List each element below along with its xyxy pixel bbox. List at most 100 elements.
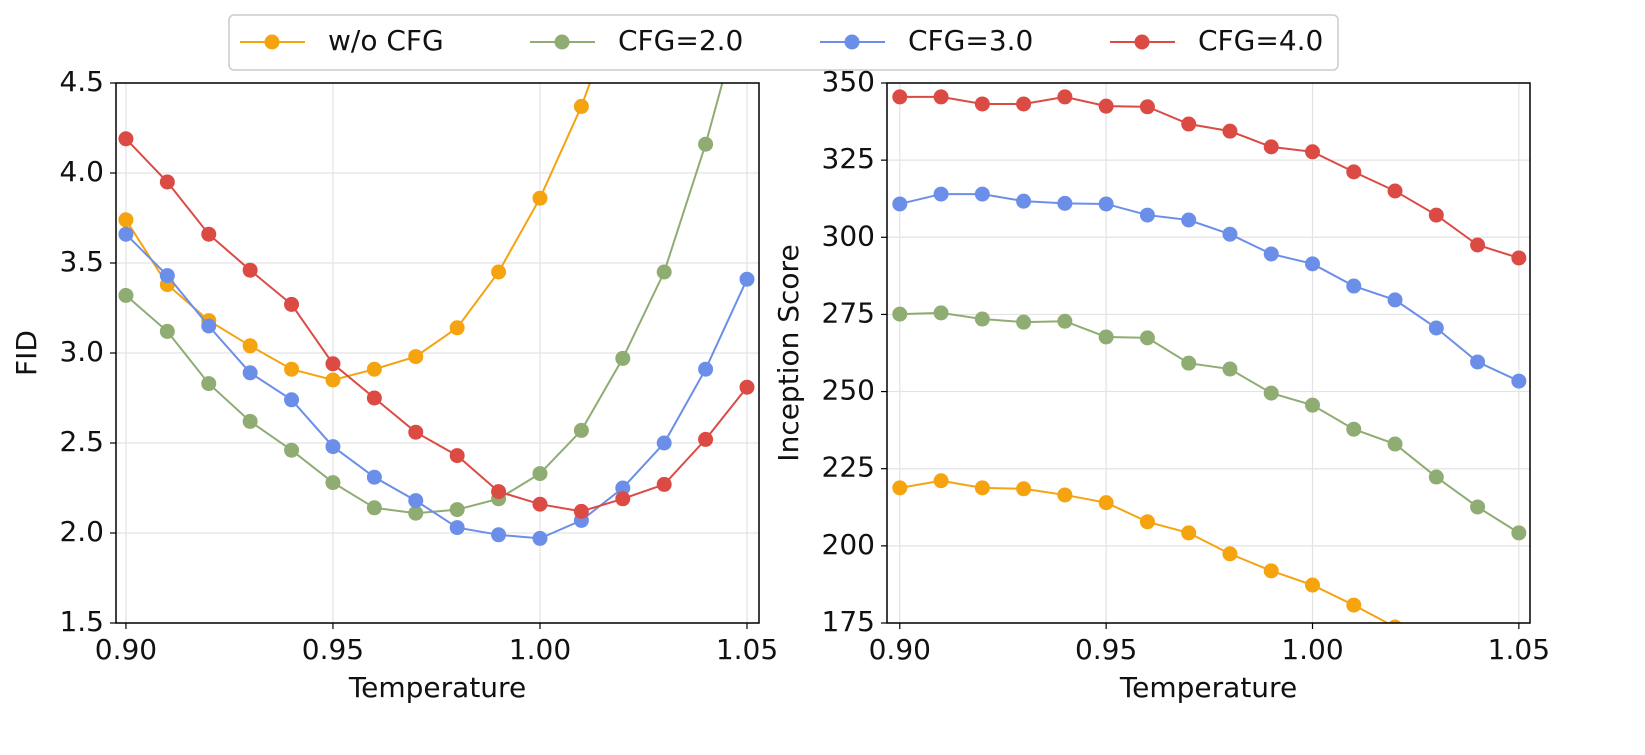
y-tick-label: 200 — [822, 528, 875, 561]
marker — [656, 476, 672, 492]
x-tick-label: 0.90 — [95, 633, 157, 666]
y-tick-label: 300 — [822, 219, 875, 252]
marker — [408, 505, 424, 521]
marker — [325, 475, 341, 491]
marker — [1222, 226, 1238, 242]
marker — [408, 349, 424, 365]
marker — [1016, 314, 1032, 330]
marker — [366, 500, 382, 516]
axes-frame — [115, 82, 760, 624]
legend-label: CFG=3.0 — [908, 24, 1033, 57]
legend-box — [228, 14, 1339, 71]
legend-label: w/o CFG — [328, 24, 444, 57]
marker — [1511, 373, 1527, 389]
marker — [1057, 313, 1073, 329]
y-tick-label: 350 — [822, 65, 875, 98]
marker — [892, 196, 908, 212]
marker — [449, 320, 465, 336]
marker — [284, 296, 300, 312]
marker — [892, 480, 908, 496]
marker — [1346, 164, 1362, 180]
y-tick-label: 250 — [822, 374, 875, 407]
marker — [284, 392, 300, 408]
axes-frame — [886, 82, 1531, 624]
marker — [408, 424, 424, 440]
marker — [1388, 619, 1402, 623]
marker — [1181, 116, 1197, 132]
marker — [1181, 525, 1197, 541]
marker — [201, 226, 217, 242]
series-line — [899, 479, 1390, 623]
x-tick-label: 1.05 — [716, 633, 778, 666]
marker — [974, 480, 990, 496]
marker — [1511, 525, 1527, 541]
marker — [242, 413, 258, 429]
marker — [491, 484, 507, 500]
marker — [933, 305, 949, 321]
y-tick-label: 275 — [822, 296, 875, 329]
marker — [1470, 354, 1486, 370]
marker — [1057, 89, 1073, 105]
series-line — [899, 95, 1520, 259]
y-tick-label: 4.0 — [59, 155, 104, 188]
y-tick-label: 1.5 — [59, 605, 104, 638]
marker — [1470, 499, 1486, 515]
marker — [1098, 495, 1114, 511]
marker — [1098, 98, 1114, 114]
marker — [1098, 196, 1114, 212]
marker — [573, 503, 589, 519]
marker — [1428, 469, 1444, 485]
x-tick-label: 1.05 — [1488, 633, 1550, 666]
marker — [1428, 207, 1444, 223]
marker — [1387, 183, 1403, 199]
marker — [1428, 320, 1444, 336]
marker — [449, 520, 465, 536]
marker — [242, 338, 258, 354]
marker — [1016, 481, 1032, 497]
marker — [1429, 643, 1444, 658]
marker — [1181, 212, 1197, 228]
marker — [201, 376, 217, 392]
marker — [1222, 123, 1238, 139]
marker — [1346, 597, 1362, 613]
series-line — [899, 311, 1520, 534]
marker — [573, 98, 589, 114]
marker — [242, 365, 258, 381]
marker — [1511, 250, 1527, 266]
plot-area — [118, 83, 755, 546]
marker — [325, 356, 341, 372]
marker — [1098, 329, 1114, 345]
marker — [615, 491, 631, 507]
legend-label: CFG=2.0 — [618, 24, 743, 57]
series-line — [125, 83, 591, 382]
marker — [1346, 421, 1362, 437]
legend-marker — [844, 34, 860, 50]
marker — [698, 431, 714, 447]
marker — [366, 361, 382, 377]
marker — [1387, 292, 1403, 308]
marker — [366, 390, 382, 406]
legend-label: CFG=4.0 — [1198, 24, 1323, 57]
x-axis-label: Temperature — [1119, 671, 1297, 704]
marker — [933, 89, 949, 105]
y-tick-label: 325 — [822, 142, 875, 175]
x-tick-label: 1.00 — [1281, 633, 1343, 666]
x-tick-label: 0.95 — [1075, 633, 1137, 666]
marker — [1387, 436, 1403, 452]
marker — [1139, 207, 1155, 223]
marker — [615, 350, 631, 366]
marker — [1222, 546, 1238, 562]
marker — [1305, 397, 1321, 413]
marker — [615, 480, 631, 496]
marker — [532, 530, 548, 546]
marker — [118, 226, 134, 242]
marker — [656, 435, 672, 451]
series-line — [125, 83, 724, 515]
y-tick-label: 175 — [822, 605, 875, 638]
marker — [1057, 487, 1073, 503]
marker — [118, 212, 134, 228]
marker — [1139, 99, 1155, 115]
marker — [974, 186, 990, 202]
plot-area — [892, 89, 1527, 658]
x-tick-label: 0.95 — [302, 633, 364, 666]
